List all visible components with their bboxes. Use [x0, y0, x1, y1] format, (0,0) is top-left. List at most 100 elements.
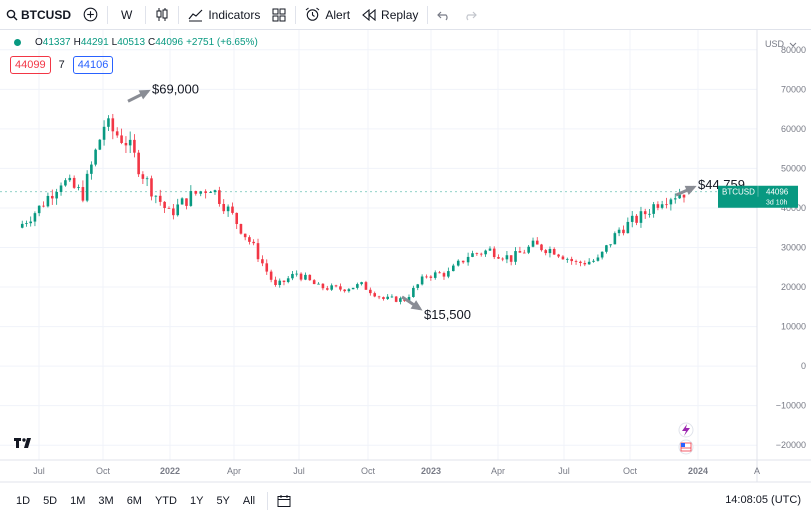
- candle-body: [55, 191, 58, 199]
- indicators-icon: [188, 7, 203, 22]
- alert-button[interactable]: Alert: [299, 0, 356, 30]
- toolbar-divider: [427, 5, 429, 24]
- range-button[interactable]: 3M: [98, 494, 114, 507]
- buy-price-button[interactable]: 44106: [72, 56, 114, 74]
- candle-body: [85, 173, 89, 201]
- indicators-button[interactable]: Indicators: [182, 0, 266, 30]
- time-tick-label: A: [754, 466, 760, 476]
- date-range-button[interactable]: [271, 486, 297, 516]
- price-axis-background: [757, 30, 811, 460]
- candle-body: [394, 296, 398, 302]
- candle-body: [548, 248, 552, 254]
- compare-button[interactable]: [77, 0, 104, 30]
- candle-body: [600, 251, 604, 258]
- candle-body: [416, 284, 420, 288]
- candle-body: [154, 195, 158, 197]
- replay-button[interactable]: Replay: [356, 0, 424, 30]
- price-axis-ticks: 80000 70000 60000 50000 40000 30000 20000 10000…: [776, 45, 806, 450]
- flag-icon[interactable]: [678, 439, 694, 455]
- range-button[interactable]: 5Y: [216, 494, 230, 507]
- candle-body: [256, 243, 260, 260]
- price-chart[interactable]: USD 80000 70000 60000 50000 40000 30000 20000 1…: [0, 30, 811, 485]
- time-tick-label: Oct: [96, 466, 111, 476]
- price-tick-label: −20000: [776, 440, 806, 450]
- high-key: H: [73, 37, 81, 48]
- candle-body: [382, 297, 385, 299]
- candle-body: [150, 178, 153, 197]
- candle-body: [274, 279, 277, 286]
- toolbar-divider: [145, 5, 147, 24]
- sell-price-button[interactable]: 44099: [10, 56, 51, 74]
- time-tick-label: Jul: [33, 466, 45, 476]
- price-tick-label: 40000: [781, 203, 806, 213]
- candle-body: [77, 187, 80, 188]
- candle-body: [639, 211, 643, 223]
- candle-body: [133, 139, 136, 153]
- range-button[interactable]: All: [242, 494, 256, 507]
- tradingview-logo[interactable]: [14, 438, 31, 448]
- time-tick-label: 2023: [421, 466, 441, 476]
- range-button[interactable]: 1M: [70, 494, 86, 507]
- candle-body: [282, 280, 286, 282]
- candle-body: [669, 199, 673, 205]
- status-dot: [14, 39, 21, 46]
- clock-utc[interactable]: 14:08:05 (UTC): [725, 494, 801, 506]
- price-label-value: 44096: [766, 187, 789, 196]
- range-button[interactable]: YTD: [154, 494, 177, 507]
- candle-body: [505, 255, 509, 260]
- redo-button[interactable]: [457, 0, 483, 30]
- annotation-arrow-head: [138, 89, 151, 100]
- candle-body: [518, 251, 522, 253]
- candle-body: [613, 233, 617, 245]
- symbol-label: BTCUSD: [21, 7, 71, 22]
- chart-type-button[interactable]: [149, 0, 175, 30]
- candle-body: [488, 248, 492, 251]
- high-value: 44291: [80, 37, 109, 48]
- candle-body: [176, 204, 180, 216]
- symbol-search[interactable]: BTCUSD: [0, 0, 77, 30]
- range-button[interactable]: 5D: [43, 494, 58, 507]
- currency-label[interactable]: USD: [765, 39, 785, 49]
- candle-body: [635, 215, 638, 223]
- candle-body: [561, 256, 565, 260]
- candle-body: [94, 149, 97, 165]
- candle-body: [652, 204, 655, 214]
- candle-body: [218, 190, 221, 204]
- candle-body: [484, 250, 487, 255]
- current-price-label: BTCUSD 44096 3d 10h: [718, 185, 798, 208]
- range-button[interactable]: 1D: [16, 494, 31, 507]
- candle-body: [137, 152, 140, 175]
- candle-body: [351, 287, 355, 290]
- interval-button[interactable]: W: [111, 0, 142, 30]
- candle-body: [466, 256, 470, 263]
- candle-body: [630, 215, 634, 222]
- candle-body: [429, 276, 433, 278]
- low-key: L: [111, 37, 118, 48]
- bottom-toolbar: 1D 5D 1M 3M 6M YTD 1Y 5Y All 14:08:05 (UTC): [0, 485, 811, 516]
- candle-body: [124, 142, 128, 146]
- undo-button[interactable]: [431, 0, 457, 30]
- candle-body: [185, 198, 188, 206]
- candle-body: [451, 265, 455, 272]
- candle-body: [265, 263, 269, 272]
- price-label-symbol: BTCUSD: [722, 187, 755, 196]
- candle-body: [605, 245, 608, 252]
- candle-body: [475, 253, 479, 255]
- candle-body: [535, 240, 539, 245]
- low-value: 40513: [117, 37, 146, 48]
- candle-body: [330, 285, 333, 290]
- candle-body: [145, 178, 149, 180]
- candle-body: [46, 195, 50, 207]
- layouts-button[interactable]: [266, 0, 292, 30]
- price-tick-label: −10000: [776, 401, 806, 411]
- range-button[interactable]: 1Y: [189, 494, 204, 507]
- candle-body: [574, 261, 578, 262]
- candle-body: [222, 203, 226, 212]
- candle-body: [570, 258, 573, 262]
- candle-body: [33, 213, 37, 222]
- range-button[interactable]: 6M: [126, 494, 142, 507]
- lightning-icon[interactable]: [678, 422, 694, 438]
- candle-body: [115, 131, 119, 136]
- price-label-countdown: 3d 10h: [766, 199, 788, 206]
- search-icon: [6, 9, 18, 21]
